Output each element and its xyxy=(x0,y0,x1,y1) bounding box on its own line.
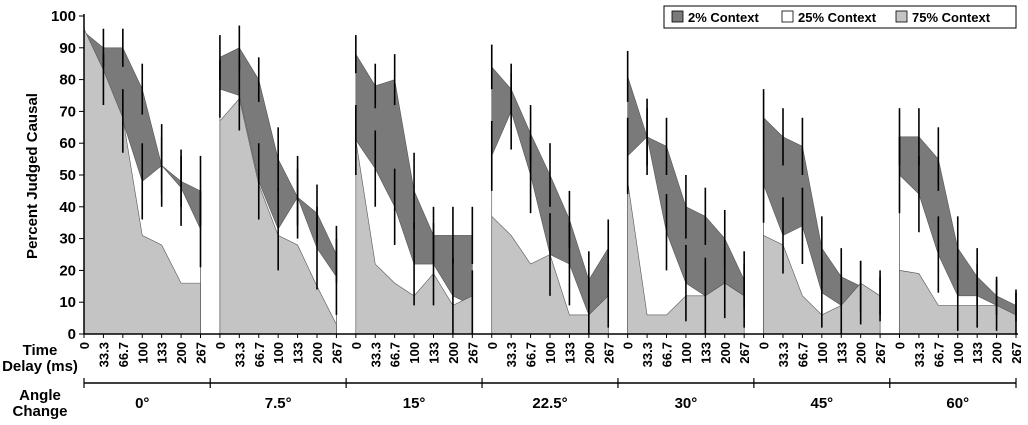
legend-box xyxy=(663,5,1017,29)
area-75-context-group-0 xyxy=(83,28,201,335)
x-tick-label: 0 xyxy=(77,342,92,349)
x-row-label-delay: Delay (ms) xyxy=(2,358,78,375)
x-tick-label: 200 xyxy=(718,342,733,364)
y-tick-label: 50 xyxy=(59,167,76,184)
x-tick-label: 200 xyxy=(446,342,461,364)
x-tick-label: 200 xyxy=(582,342,597,364)
x-tick-label: 33.3 xyxy=(504,342,519,367)
x-tick-label: 267 xyxy=(737,342,752,364)
x-tick-label: 133 xyxy=(834,342,849,364)
x-tick-label: 267 xyxy=(465,342,480,364)
y-tick-label: 40 xyxy=(59,199,76,216)
x-tick-label: 100 xyxy=(951,342,966,364)
x-tick-label: 100 xyxy=(815,342,830,364)
group-row-label-change: Change xyxy=(12,403,67,420)
x-tick-label: 33.3 xyxy=(640,342,655,367)
legend: 2% Context 25% Context 75% Context xyxy=(663,5,1017,29)
x-tick-label: 133 xyxy=(427,342,442,364)
x-tick-label: 267 xyxy=(601,342,616,364)
group-label: 22.5° xyxy=(532,395,567,412)
x-tick-label: 66.7 xyxy=(388,342,403,367)
legend-swatch xyxy=(895,10,908,23)
x-tick-label: 133 xyxy=(698,342,713,364)
x-tick-label: 66.7 xyxy=(660,342,675,367)
x-tick-label: 267 xyxy=(194,342,209,364)
x-tick-label: 267 xyxy=(329,342,344,364)
y-tick-label: 70 xyxy=(59,103,76,120)
group-label: 0° xyxy=(135,395,149,412)
x-tick-label: 0 xyxy=(485,342,500,349)
y-tick-label: 0 xyxy=(68,326,76,343)
x-tick-label: 33.3 xyxy=(776,342,791,367)
x-tick-label: 200 xyxy=(310,342,325,364)
x-tick-label: 66.7 xyxy=(252,342,267,367)
group-label: 45° xyxy=(810,395,833,412)
x-tick-label: 0 xyxy=(213,342,228,349)
y-tick-label: 80 xyxy=(59,72,76,89)
x-tick-label: 267 xyxy=(873,342,888,364)
x-tick-label: 66.7 xyxy=(795,342,810,367)
x-tick-label: 100 xyxy=(135,342,150,364)
group-label: 7.5° xyxy=(265,395,292,412)
x-tick-label: 66.7 xyxy=(524,342,539,367)
x-tick-label: 33.3 xyxy=(232,342,247,367)
x-tick-label: 33.3 xyxy=(368,342,383,367)
x-tick-label: 200 xyxy=(174,342,189,364)
legend-swatch xyxy=(781,10,794,23)
x-tick-label: 100 xyxy=(679,342,694,364)
x-tick-label: 200 xyxy=(990,342,1005,364)
legend-entry: 2% Context xyxy=(688,10,759,25)
y-tick-label: 90 xyxy=(59,40,76,57)
x-tick-label: 100 xyxy=(271,342,286,364)
y-tick-label: 30 xyxy=(59,231,76,248)
x-tick-label: 100 xyxy=(407,342,422,364)
x-tick-label: 66.7 xyxy=(931,342,946,367)
y-tick-label: 60 xyxy=(59,135,76,152)
x-tick-label: 66.7 xyxy=(116,342,131,367)
x-row-label-time: Time xyxy=(23,342,58,359)
group-row-label-angle: Angle xyxy=(19,387,61,404)
x-tick-label: 0 xyxy=(621,342,636,349)
x-tick-label: 133 xyxy=(562,342,577,364)
x-tick-label: 200 xyxy=(854,342,869,364)
x-tick-label: 0 xyxy=(349,342,364,349)
y-tick-label: 20 xyxy=(59,262,76,279)
group-label: 15° xyxy=(403,395,426,412)
x-tick-label: 133 xyxy=(291,342,306,364)
area-75-context-group-1 xyxy=(219,98,337,335)
y-tick-label: 100 xyxy=(51,8,76,25)
group-label: 30° xyxy=(675,395,698,412)
y-tick-label: 10 xyxy=(59,294,76,311)
x-tick-label: 0 xyxy=(893,342,908,349)
x-tick-label: 133 xyxy=(970,342,985,364)
x-tick-label: 33.3 xyxy=(96,342,111,367)
legend-entry: 25% Context xyxy=(798,10,877,25)
y-axis-title: Percent Judged Causal xyxy=(24,93,41,259)
group-label: 60° xyxy=(946,395,969,412)
x-tick-label: 133 xyxy=(155,342,170,364)
x-tick-label: 267 xyxy=(1009,342,1024,364)
legend-entry: 75% Context xyxy=(912,10,991,25)
x-tick-label: 100 xyxy=(543,342,558,364)
x-tick-label: 0 xyxy=(757,342,772,349)
x-tick-label: 33.3 xyxy=(912,342,927,367)
legend-swatch xyxy=(671,10,684,23)
